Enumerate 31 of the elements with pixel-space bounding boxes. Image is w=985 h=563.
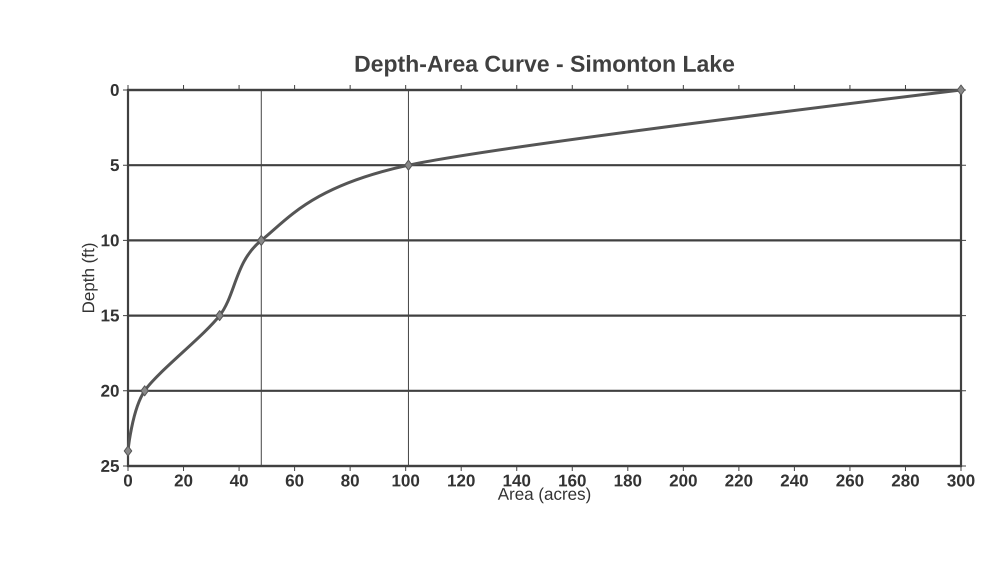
x-tick-label: 20 bbox=[174, 474, 192, 487]
x-tick-label: 220 bbox=[725, 474, 752, 487]
x-tick-label: 260 bbox=[836, 474, 864, 487]
point bbox=[257, 234, 266, 246]
point bbox=[956, 84, 966, 96]
point bbox=[215, 310, 224, 322]
y-tick-label: 20 bbox=[101, 384, 119, 397]
y-tick-label: 0 bbox=[110, 84, 119, 96]
x-tick-label: 120 bbox=[448, 474, 475, 487]
y-tick-label: 25 bbox=[101, 460, 119, 472]
x-tick-label: 240 bbox=[780, 474, 808, 487]
x-tick-label: 0 bbox=[124, 474, 132, 487]
x-tick-label: 180 bbox=[614, 474, 642, 487]
y-tick-label: 5 bbox=[110, 159, 119, 172]
x-tick-label: 300 bbox=[947, 474, 974, 487]
y-tick-label: 15 bbox=[102, 310, 119, 322]
x-tick-label: 40 bbox=[230, 474, 248, 487]
point bbox=[124, 445, 132, 456]
x-tick-label: 280 bbox=[892, 474, 919, 487]
y-axis-title: Depth (ft) bbox=[82, 244, 98, 312]
x-tick-label: 60 bbox=[286, 474, 304, 487]
x-tick-label: 200 bbox=[670, 474, 697, 487]
x-tick-label: 140 bbox=[504, 474, 530, 487]
x-axis-title: Area (acres) bbox=[498, 487, 590, 504]
point bbox=[404, 160, 413, 171]
x-tick-label: 100 bbox=[392, 474, 420, 487]
x-tick-label: 160 bbox=[559, 474, 586, 487]
y-tick-label: 10 bbox=[102, 234, 119, 246]
x-tick-label: 80 bbox=[341, 474, 359, 487]
point bbox=[140, 385, 149, 396]
chart-title: Depth-Area Curve - Simonton Lake bbox=[356, 55, 734, 76]
